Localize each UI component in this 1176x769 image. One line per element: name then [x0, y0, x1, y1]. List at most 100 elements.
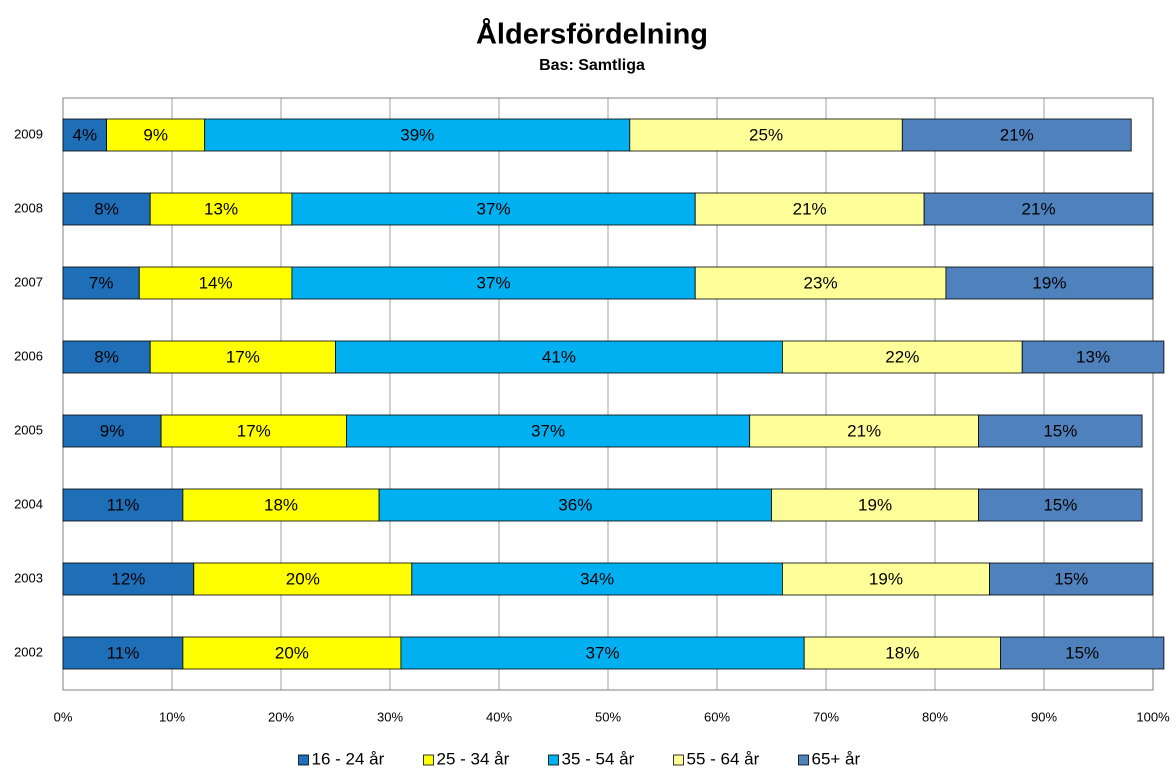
y-tick-label: 2004 [14, 496, 43, 511]
data-label: 13% [204, 199, 238, 218]
bar-segment [803, 636, 1001, 670]
legend-swatch [548, 754, 559, 766]
bar-segment [62, 266, 140, 300]
data-label: 25% [749, 125, 783, 144]
bar-segment [62, 562, 195, 596]
bar-segment [193, 562, 413, 596]
y-tick-label: 2003 [14, 570, 43, 585]
bar-segment [291, 192, 696, 226]
data-label: 11% [107, 643, 140, 662]
data-label: 21% [793, 199, 827, 218]
bar-segment [291, 266, 696, 300]
bar-segment [62, 340, 151, 374]
data-label: 36% [558, 495, 592, 514]
bar-segment [978, 414, 1143, 448]
chart-subtitle: Bas: Samtliga [539, 57, 645, 74]
bar-segment [160, 414, 347, 448]
data-label: 9% [100, 421, 125, 440]
bar-segment [1021, 340, 1165, 374]
data-label: 11% [107, 495, 140, 514]
data-label: 19% [869, 569, 903, 588]
data-label: 37% [586, 643, 620, 662]
legend-swatch [298, 754, 309, 766]
y-tick-label: 2008 [14, 200, 43, 215]
bar-segment [149, 340, 336, 374]
bar-segment [204, 118, 631, 152]
bar-segment [378, 488, 772, 522]
data-label: 34% [580, 569, 614, 588]
legend-label: 25 - 34 år [437, 749, 510, 768]
bar-segment [978, 488, 1143, 522]
x-tick-label: 50% [595, 709, 621, 724]
bar-segment [923, 192, 1154, 226]
x-tick-label: 80% [922, 709, 948, 724]
y-tick-label: 2002 [14, 644, 43, 659]
bar-segment [629, 118, 903, 152]
data-label: 14% [199, 273, 233, 292]
x-tick-label: 70% [813, 709, 839, 724]
bar-segment [62, 192, 151, 226]
data-label: 19% [1032, 273, 1066, 292]
data-label: 22% [885, 347, 919, 366]
data-label: 20% [286, 569, 320, 588]
data-label: 23% [804, 273, 838, 292]
x-tick-label: 10% [159, 709, 185, 724]
data-label: 7% [89, 273, 114, 292]
x-tick-label: 0% [54, 709, 73, 724]
data-label: 18% [264, 495, 298, 514]
data-label: 4% [73, 125, 98, 144]
legend-swatch [423, 754, 434, 766]
legend-label: 55 - 64 år [687, 749, 760, 768]
bar-segment [62, 414, 162, 448]
bar-segment [945, 266, 1154, 300]
y-tick-label: 2006 [14, 348, 43, 363]
data-label: 15% [1043, 421, 1077, 440]
bar-segment [989, 562, 1154, 596]
data-label: 12% [111, 569, 145, 588]
data-label: 15% [1065, 643, 1099, 662]
data-label: 17% [237, 421, 271, 440]
y-tick-label: 2005 [14, 422, 43, 437]
data-label: 15% [1043, 495, 1077, 514]
data-label: 37% [531, 421, 565, 440]
legend-label: 65+ år [812, 749, 861, 768]
x-tick-label: 90% [1031, 709, 1057, 724]
bar-segment [345, 414, 751, 448]
bar-segment [782, 562, 990, 596]
data-label: 19% [858, 495, 892, 514]
data-label: 20% [275, 643, 309, 662]
bar-segment [411, 562, 783, 596]
bar-segment [694, 192, 925, 226]
bar-segment [782, 340, 1023, 374]
bar-segment [182, 636, 402, 670]
x-tick-label: 40% [486, 709, 512, 724]
legend-swatch [673, 754, 684, 766]
data-label: 13% [1076, 347, 1110, 366]
x-tick-label: 30% [377, 709, 403, 724]
data-label: 21% [1022, 199, 1056, 218]
bar-segment [62, 488, 184, 522]
chart-title: Åldersfördelning [476, 18, 708, 51]
data-label: 17% [226, 347, 260, 366]
bar-segment [62, 118, 107, 152]
data-label: 8% [94, 199, 119, 218]
data-label: 41% [542, 347, 576, 366]
x-tick-label: 60% [704, 709, 730, 724]
bar-segment [749, 414, 980, 448]
bar-segment [400, 636, 805, 670]
data-label: 37% [477, 199, 511, 218]
legend-label: 35 - 54 år [562, 749, 635, 768]
data-label: 18% [885, 643, 919, 662]
bar-segment [694, 266, 947, 300]
bar-segment [1000, 636, 1165, 670]
plot-border [62, 97, 1154, 691]
data-label: 15% [1054, 569, 1088, 588]
bar-segment [771, 488, 980, 522]
data-label: 39% [400, 125, 434, 144]
legend-swatch [798, 754, 809, 766]
y-tick-label: 2007 [14, 274, 43, 289]
data-label: 37% [477, 273, 511, 292]
bar-segment [901, 118, 1132, 152]
bar-segment [62, 636, 184, 670]
